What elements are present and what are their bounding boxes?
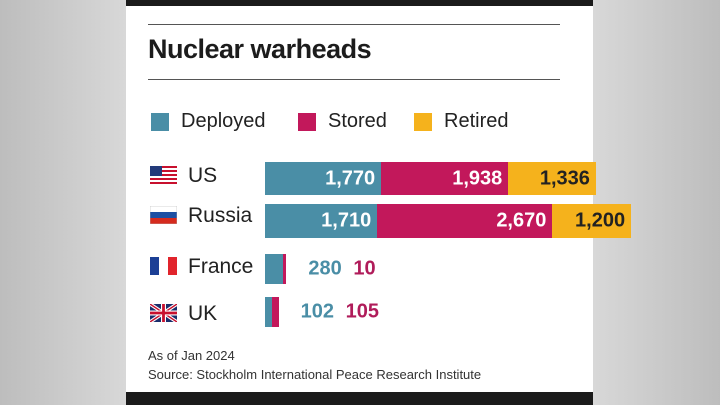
russia-flag-icon <box>150 206 177 224</box>
legend-label-deployed: Deployed <box>181 110 266 132</box>
chart-card: Nuclear warheads Deployed Stored Retired… <box>126 6 632 392</box>
legend-label-stored: Stored <box>328 110 387 132</box>
bar-label-france-stored: 10 <box>353 257 376 280</box>
row-label-france: France <box>188 255 254 278</box>
top-frame-strip <box>126 0 593 6</box>
bar-russia-retired <box>552 204 632 238</box>
bar-russia-stored <box>377 204 553 238</box>
bar-label-uk-deployed: 102 <box>300 300 334 323</box>
row-label-russia: Russia <box>188 204 253 227</box>
bar-russia-deployed <box>265 204 378 238</box>
right-backdrop <box>593 0 720 405</box>
legend-swatch-deployed <box>151 113 169 131</box>
title-rule <box>148 79 560 80</box>
bar-us-stored <box>381 162 509 195</box>
bottom-frame-strip <box>126 392 593 405</box>
bar-label-us-deployed: 1,770 <box>325 167 376 189</box>
source-note: Source: Stockholm International Peace Re… <box>148 367 482 382</box>
legend-swatch-stored <box>298 113 316 131</box>
bar-label-russia-deployed: 1,710 <box>321 209 372 232</box>
bar-label-france-deployed: 280 <box>308 257 342 280</box>
bar-uk-deployed <box>265 297 272 327</box>
bar-france-stored <box>283 254 287 284</box>
row-label-uk: UK <box>188 302 218 325</box>
bar-us-deployed <box>265 162 382 195</box>
bar-uk-stored <box>271 297 279 327</box>
bar-label-us-stored: 1,938 <box>452 167 503 189</box>
bar-label-uk-stored: 105 <box>345 300 379 323</box>
bar-us-retired <box>508 162 596 195</box>
bar-label-russia-stored: 2,670 <box>496 209 547 232</box>
legend-swatch-retired <box>414 113 432 131</box>
bar-label-us-retired: 1,336 <box>539 167 590 189</box>
row-label-us: US <box>188 164 218 187</box>
date-note: As of Jan 2024 <box>148 348 235 363</box>
uk-flag-icon <box>150 304 177 322</box>
top-rule <box>148 24 560 25</box>
us-flag-icon <box>150 166 177 184</box>
bar-france-deployed <box>265 254 284 284</box>
legend-label-retired: Retired <box>444 110 509 132</box>
france-flag-icon <box>150 257 177 275</box>
left-backdrop <box>0 0 126 405</box>
chart-title: Nuclear warheads <box>148 34 372 64</box>
bar-label-russia-retired: 1,200 <box>575 209 626 232</box>
